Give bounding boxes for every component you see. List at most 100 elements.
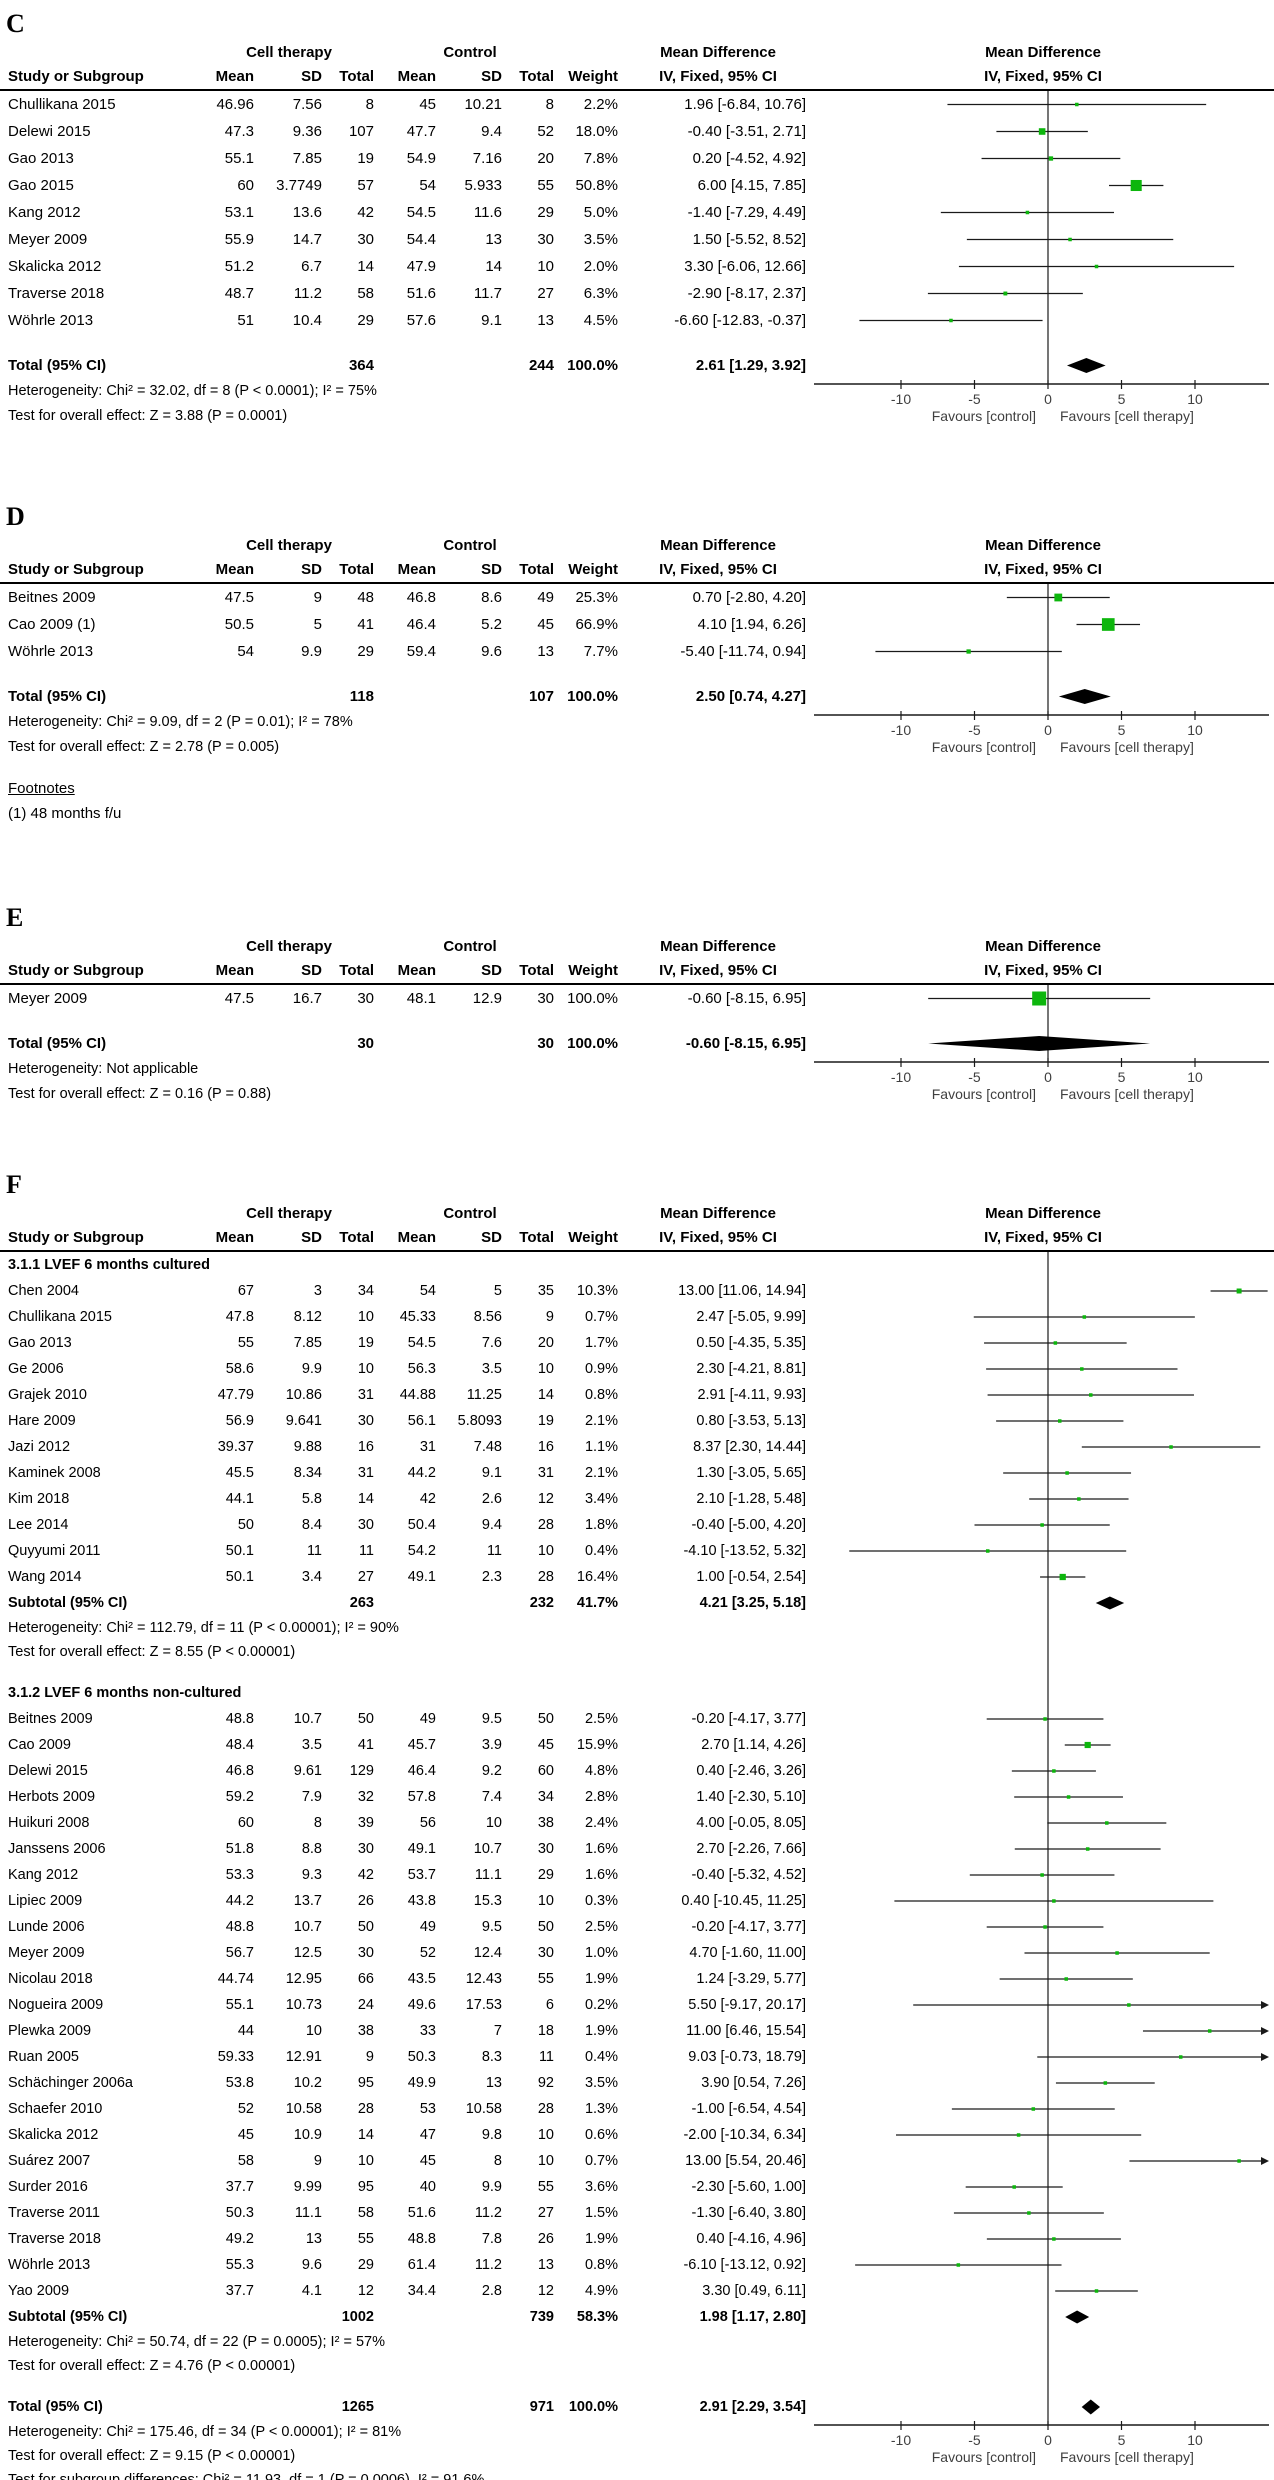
ci-text: 0.40 [-10.45, 11.25]	[681, 1893, 806, 1909]
weight-value: 4.8%	[584, 1763, 618, 1779]
ci-text: 3.30 [-6.06, 12.66]	[684, 258, 806, 275]
col-weight: Weight	[568, 68, 618, 85]
ci-text: 4.10 [1.94, 6.26]	[697, 616, 806, 633]
ci-text: -4.10 [-13.52, 5.32]	[683, 1543, 806, 1559]
ci-text: 1.40 [-2.30, 5.10]	[696, 1789, 806, 1805]
study-row: Schächinger 2006a 53.8 10.2 95 49.9 13 92 3.5% 3…	[0, 2070, 1274, 2096]
weight-value: 0.4%	[584, 2049, 618, 2065]
study-name: Wöhrle 2013	[8, 312, 94, 329]
study-row: Beitnes 2009 47.5 9 48 46.8 8.6 49 25.3% 0.70 [-…	[0, 584, 1274, 611]
study-name: Ge 2006	[8, 1361, 64, 1377]
ci-text: 0.80 [-3.53, 5.13]	[696, 1413, 806, 1429]
study-row: Delewi 2015 47.3 9.36 107 47.7 9.4 52 18.0% -0.4…	[0, 118, 1274, 145]
weight-value: 16.4%	[576, 1569, 618, 1585]
study-name: Quyyumi 2011	[8, 1543, 101, 1559]
study-row: Lipiec 2009 44.2 13.7 26 43.8 15.3 10 0.3% 0.40 …	[0, 1888, 1274, 1914]
weight-value: 1.9%	[584, 1971, 618, 1987]
panel-label: D	[6, 502, 25, 531]
col-ci: IV, Fixed, 95% CI	[659, 1229, 777, 1246]
col-study: Study or Subgroup	[8, 962, 144, 979]
stats-note: Test for overall effect: Z = 2.78 (P = 0…	[8, 739, 280, 755]
weight-value: 15.9%	[576, 1737, 618, 1753]
weight-value: 7.8%	[583, 150, 618, 167]
study-name: Huikuri 2008	[8, 1815, 90, 1831]
study-row: Traverse 2018 49.2 13 55 48.8 7.8 26 1.9% 0.40 […	[0, 2226, 1274, 2252]
study-name: Delewi 2015	[8, 123, 91, 140]
weight-value: 1.7%	[584, 1335, 618, 1351]
subtotal-row: Subtotal (95% CI) 263 232 41.7% 4.21 [3.25, …	[0, 1590, 1274, 1616]
weight-value: 0.3%	[584, 1893, 618, 1909]
ci-text: 0.50 [-4.35, 5.35]	[696, 1335, 806, 1351]
weight-value: 1.3%	[584, 2101, 618, 2117]
study-name: Yao 2009	[8, 2283, 70, 2299]
weight-value: 2.0%	[583, 258, 618, 275]
study-row: Yao 2009 37.7 4.1 12 34.4 2.8 12 4.9% 3.30 [0.49…	[0, 2278, 1274, 2304]
study-row: Nogueira 2009 55.1 10.73 24 49.6 17.53 6 0.2% 5.…	[0, 1992, 1274, 2018]
col-total: Total	[519, 561, 554, 578]
ci-text: 11.00 [6.46, 15.54]	[686, 2023, 806, 2039]
study-row: Suárez 2007 58 9 10 45 8 10 0.7% 13.00 [5.54, 20…	[0, 2148, 1274, 2174]
group-header-control: Control	[443, 44, 497, 61]
study-row: Meyer 2009 56.7 12.5 30 52 12.4 30 1.0% 4.70 [-1…	[0, 1940, 1274, 1966]
study-row: Hare 2009 56.9 9.641 30 56.1 5.8093 19 2.1% 0.80…	[0, 1408, 1274, 1434]
study-row: Wöhrle 2013 54 9.9 29 59.4 9.6 13 7.7% -5.40 [-1…	[0, 638, 1274, 665]
study-row: Gao 2013 55 7.85 19 54.5 7.6 20 1.7% 0.50 [-4.35…	[0, 1330, 1274, 1356]
study-name: Cao 2009	[8, 1737, 71, 1753]
plot-header-ci: IV, Fixed, 95% CI	[984, 1229, 1102, 1246]
study-name: Chen 2004	[8, 1283, 79, 1299]
study-row: Schaefer 2010 52 10.58 28 53 10.58 28 1.3% -1.00…	[0, 2096, 1274, 2122]
study-name: Cao 2009 (1)	[8, 616, 96, 633]
study-row: Ge 2006 58.6 9.9 10 56.3 3.5 10 0.9% 2.30 [-4.21…	[0, 1356, 1274, 1382]
col-mean: Mean	[397, 1229, 436, 1246]
panel-D: D Cell therapy Control Mean Difference Mean …	[0, 503, 1274, 760]
panel-E: E Cell therapy Control Mean Difference Mean …	[0, 904, 1274, 1107]
study-name: Meyer 2009	[8, 990, 88, 1007]
weight-value: 0.8%	[584, 1387, 618, 1403]
col-sd: SD	[301, 561, 322, 578]
study-name: Plewka 2009	[8, 2023, 92, 2039]
group-header-row: Cell therapy Control Mean Difference Mean D…	[0, 934, 1274, 958]
ci-text: -1.30 [-6.40, 3.80]	[691, 2205, 806, 2221]
study-name: Ruan 2005	[8, 2049, 79, 2065]
footnotes-title: Footnotes	[8, 780, 75, 797]
spacer-row	[0, 1664, 1274, 1680]
study-name: Herbots 2009	[8, 1789, 96, 1805]
col-sd: SD	[301, 962, 322, 979]
study-row: Gao 2015 60 3.7749 57 54 5.933 55 50.8% 6.00 [4.…	[0, 172, 1274, 199]
ci-text: 4.70 [-1.60, 11.00]	[689, 1945, 806, 1961]
forest-table: Cell therapy Control Mean Difference Mean D…	[0, 40, 1274, 429]
ci-text: 13.00 [11.06, 14.94]	[678, 1283, 806, 1299]
study-name: Schaefer 2010	[8, 2101, 103, 2117]
ci-text: 6.00 [4.15, 7.85]	[697, 177, 806, 194]
ci-text: 1.96 [-6.84, 10.76]	[684, 96, 806, 113]
study-name: Nicolau 2018	[8, 1971, 93, 1987]
study-row: Ruan 2005 59.33 12.91 9 50.3 8.3 11 0.4% 9.03 [-…	[0, 2044, 1274, 2070]
ci-text: -0.40 [-3.51, 2.71]	[687, 123, 806, 140]
study-row: Cao 2009 (1) 50.5 5 41 46.4 5.2 45 66.9% 4.10 [1…	[0, 611, 1274, 638]
group-header-control: Control	[443, 1205, 497, 1222]
weight-value: 0.9%	[584, 1361, 618, 1377]
ci-text: 8.37 [2.30, 14.44]	[693, 1439, 806, 1455]
ci-text: 2.50 [0.74, 4.27]	[695, 688, 806, 705]
plot-header-mean-difference: Mean Difference	[985, 938, 1101, 955]
group-header-mean-difference: Mean Difference	[660, 938, 776, 955]
weight-value: 3.4%	[584, 1491, 618, 1507]
study-row: Lee 2014 50 8.4 30 50.4 9.4 28 1.8% -0.40 [-5.00…	[0, 1512, 1274, 1538]
ci-text: 2.70 [-2.26, 7.66]	[696, 1841, 806, 1857]
ci-text: -2.90 [-8.17, 2.37]	[687, 285, 806, 302]
ci-text: 0.70 [-2.80, 4.20]	[692, 589, 806, 606]
spacer-row	[0, 2378, 1274, 2394]
total-label: Total (95% CI)	[8, 2399, 103, 2415]
weight-value: 2.8%	[584, 1789, 618, 1805]
col-mean: Mean	[397, 962, 436, 979]
study-row: Nicolau 2018 44.74 12.95 66 43.5 12.43 55 1.9% 1…	[0, 1966, 1274, 1992]
ci-text: 2.10 [-1.28, 5.48]	[696, 1491, 806, 1507]
ci-text: -0.60 [-8.15, 6.95]	[687, 990, 806, 1007]
stats-note: Heterogeneity: Chi² = 175.46, df = 34 (P…	[8, 2424, 402, 2440]
ci-text: 1.00 [-0.54, 2.54]	[696, 1569, 806, 1585]
group-header-cell-therapy: Cell therapy	[246, 1205, 332, 1222]
study-name: Gao 2013	[8, 150, 74, 167]
stats-note: Test for overall effect: Z = 8.55 (P < 0…	[8, 1644, 296, 1660]
group-header-mean-difference: Mean Difference	[660, 1205, 776, 1222]
plot-header-ci: IV, Fixed, 95% CI	[984, 561, 1102, 578]
